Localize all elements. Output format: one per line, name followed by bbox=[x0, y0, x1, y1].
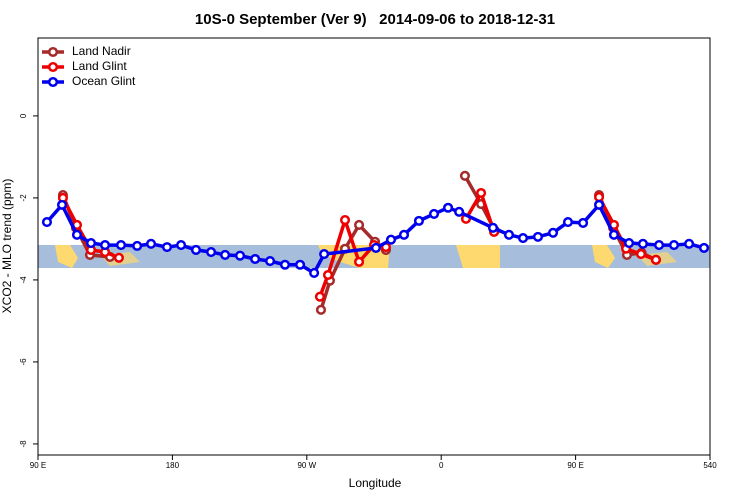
data-point bbox=[176, 240, 187, 251]
data-point bbox=[608, 229, 620, 240]
data-point bbox=[698, 242, 710, 253]
data-point bbox=[279, 259, 291, 270]
legend-marker bbox=[47, 61, 59, 73]
x-tick-label: 180 bbox=[166, 461, 180, 470]
legend-marker bbox=[47, 46, 59, 58]
data-point bbox=[319, 249, 330, 260]
x-tick-label: 90 E bbox=[30, 461, 46, 470]
data-point bbox=[206, 246, 217, 258]
data-point bbox=[322, 269, 334, 281]
data-point bbox=[459, 170, 470, 181]
data-point bbox=[113, 252, 124, 263]
data-point bbox=[503, 229, 515, 240]
data-point bbox=[398, 229, 410, 240]
data-point bbox=[71, 229, 83, 240]
plot-frame bbox=[37, 37, 711, 456]
data-point bbox=[314, 291, 325, 302]
data-point bbox=[578, 217, 589, 228]
data-point bbox=[443, 202, 454, 213]
x-tick-label: 90 E bbox=[567, 461, 583, 470]
data-point bbox=[250, 253, 261, 265]
data-point bbox=[370, 242, 381, 253]
data-point bbox=[593, 192, 605, 203]
data-point bbox=[315, 304, 327, 315]
data-point bbox=[624, 237, 635, 249]
data-point bbox=[234, 250, 246, 261]
data-point bbox=[548, 227, 559, 238]
data-point bbox=[85, 237, 97, 249]
data-point bbox=[454, 206, 465, 217]
data-point bbox=[476, 187, 487, 199]
data-point bbox=[637, 238, 648, 249]
data-point bbox=[220, 249, 231, 260]
x-tick-label: 0 bbox=[439, 461, 444, 470]
data-point bbox=[635, 249, 647, 260]
data-point bbox=[56, 199, 68, 210]
legend-label: Land Nadir bbox=[72, 44, 131, 58]
data-point bbox=[684, 238, 695, 249]
y-tick-label: -2 bbox=[19, 194, 28, 202]
y-tick-label: 0 bbox=[19, 113, 28, 118]
data-point bbox=[339, 215, 351, 226]
data-point bbox=[385, 234, 397, 245]
x-tick-label: 90 W bbox=[297, 461, 316, 470]
y-axis-label: XCO2 - MLO trend (ppm) bbox=[0, 179, 14, 314]
legend-marker bbox=[47, 76, 59, 88]
chart-title: 10S-0 September (Ver 9) 2014-09-06 to 20… bbox=[195, 11, 555, 28]
data-point bbox=[593, 199, 605, 210]
y-tick-label: -4 bbox=[19, 276, 28, 284]
data-point bbox=[413, 215, 424, 226]
data-point bbox=[354, 256, 365, 267]
data-point bbox=[650, 254, 661, 265]
data-point bbox=[487, 222, 499, 233]
data-point bbox=[428, 208, 440, 219]
data-point bbox=[145, 238, 157, 249]
x-axis-label: Longitude bbox=[349, 476, 402, 490]
data-point bbox=[115, 240, 127, 251]
y-tick-label: -8 bbox=[19, 440, 28, 448]
data-point bbox=[41, 217, 53, 228]
x-tick-label: 540 bbox=[703, 461, 717, 470]
data-point bbox=[265, 256, 276, 267]
legend-label: Ocean Glint bbox=[72, 74, 136, 88]
data-point bbox=[100, 240, 111, 251]
data-point bbox=[354, 219, 365, 231]
data-point bbox=[190, 244, 202, 256]
data-point bbox=[532, 231, 544, 242]
data-point bbox=[562, 217, 574, 228]
data-point bbox=[668, 240, 680, 251]
legend-label: Land Glint bbox=[72, 59, 127, 73]
data-point bbox=[309, 267, 320, 278]
data-point bbox=[132, 240, 143, 251]
data-point bbox=[517, 233, 529, 244]
y-tick-label: -6 bbox=[19, 358, 28, 366]
data-point bbox=[161, 242, 173, 253]
data-point bbox=[295, 259, 306, 270]
data-point bbox=[654, 240, 665, 251]
